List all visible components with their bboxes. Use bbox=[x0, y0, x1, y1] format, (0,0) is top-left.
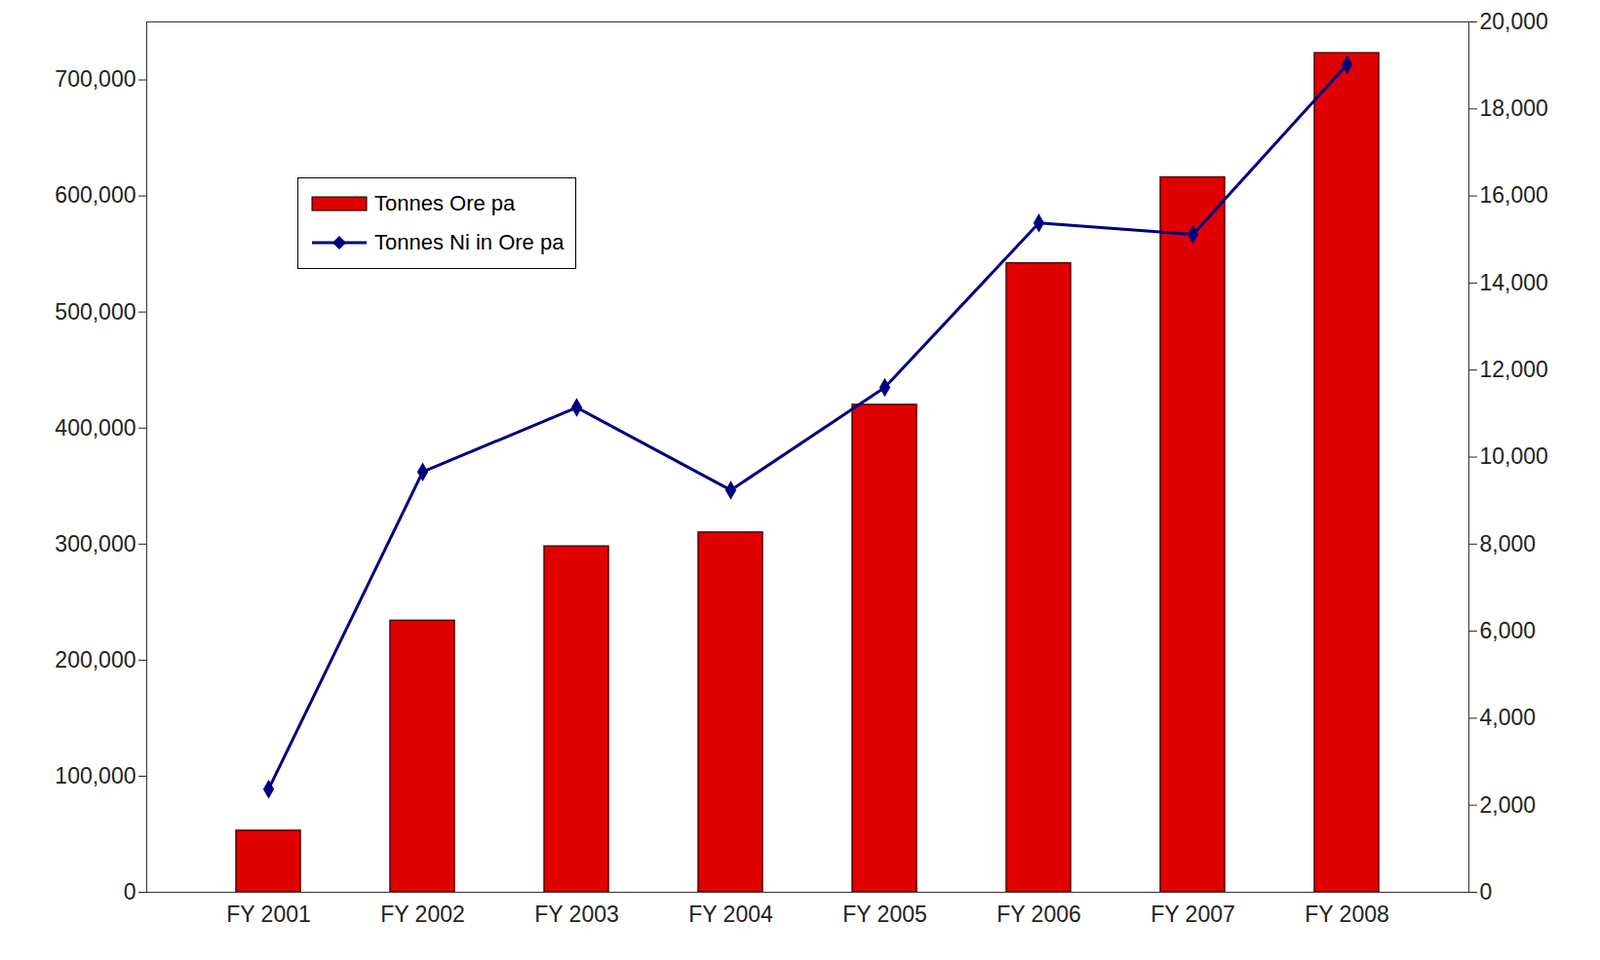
svg-text:FY 2001: FY 2001 bbox=[226, 901, 312, 928]
svg-text:0: 0 bbox=[1480, 879, 1493, 905]
svg-text:8,000: 8,000 bbox=[1480, 531, 1537, 557]
svg-text:400,000: 400,000 bbox=[54, 415, 136, 441]
svg-text:6,000: 6,000 bbox=[1480, 618, 1537, 644]
svg-text:FY 2006: FY 2006 bbox=[996, 901, 1082, 928]
svg-text:4,000: 4,000 bbox=[1480, 704, 1537, 731]
svg-text:FY 2003: FY 2003 bbox=[534, 901, 620, 928]
svg-text:700,000: 700,000 bbox=[54, 66, 136, 92]
svg-text:500,000: 500,000 bbox=[54, 299, 136, 325]
html-text:Tonnes Ni in Ore pa: Tonnes Ni in Ore pa bbox=[374, 230, 564, 255]
svg-text:100,000: 100,000 bbox=[54, 763, 136, 789]
svg-text:18,000: 18,000 bbox=[1480, 95, 1549, 121]
svg-text:0: 0 bbox=[123, 879, 137, 905]
svg-text:200,000: 200,000 bbox=[54, 647, 136, 673]
svg-text:FY 2007: FY 2007 bbox=[1150, 901, 1236, 928]
svg-text:600,000: 600,000 bbox=[54, 182, 136, 208]
svg-text:12,000: 12,000 bbox=[1480, 356, 1549, 383]
svg-text:FY 2002: FY 2002 bbox=[380, 901, 466, 928]
svg-text:2,000: 2,000 bbox=[1480, 792, 1537, 819]
svg-text:FY 2004: FY 2004 bbox=[688, 901, 774, 928]
svg-text:10,000: 10,000 bbox=[1480, 443, 1549, 469]
svg-text:FY 2008: FY 2008 bbox=[1304, 901, 1390, 928]
svg-text:300,000: 300,000 bbox=[54, 531, 136, 557]
svg-text:14,000: 14,000 bbox=[1480, 270, 1549, 296]
html-text:Tonnes Ore pa: Tonnes Ore pa bbox=[374, 191, 516, 216]
svg-text:20,000: 20,000 bbox=[1480, 8, 1549, 35]
svg-text:FY 2005: FY 2005 bbox=[842, 901, 928, 928]
svg-text:16,000: 16,000 bbox=[1480, 182, 1549, 208]
